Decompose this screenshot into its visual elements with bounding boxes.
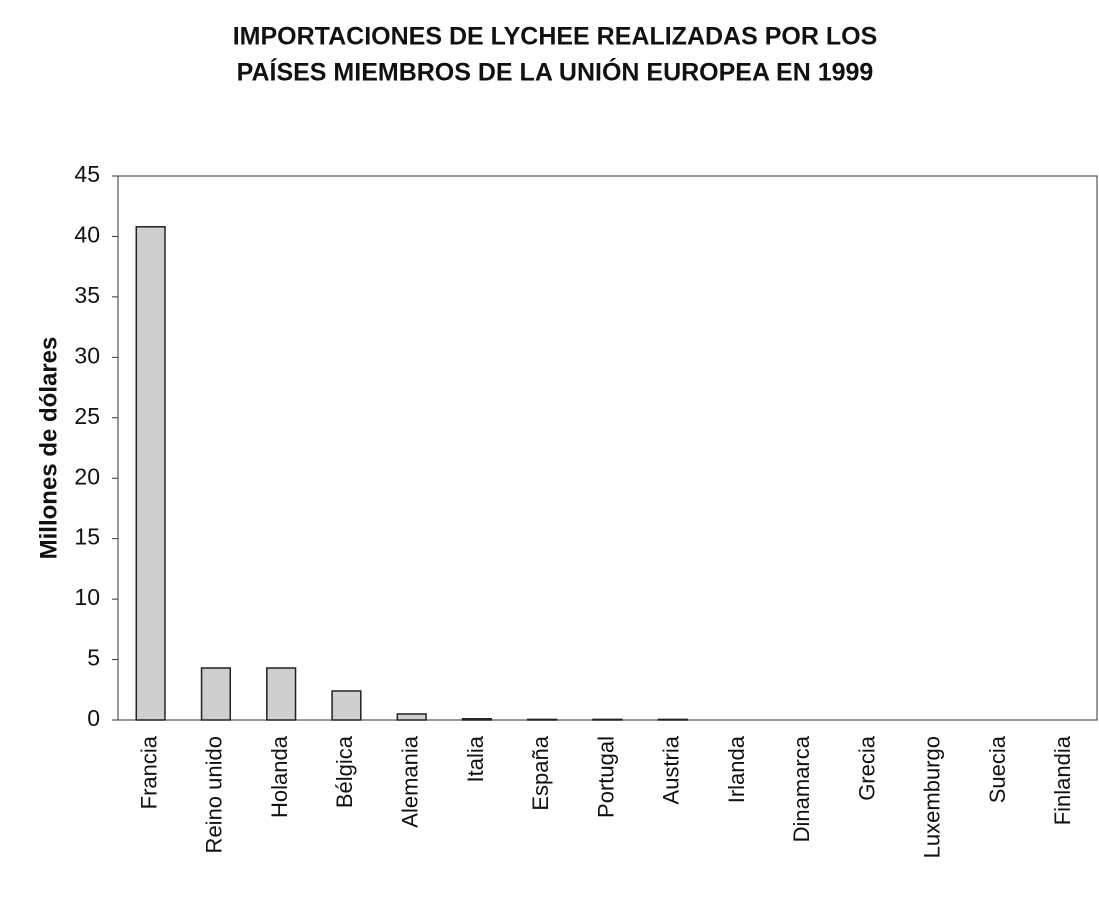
x-tick-label: Suecia bbox=[985, 735, 1010, 803]
x-tick-label: Luxemburgo bbox=[920, 736, 945, 858]
bar bbox=[331, 690, 362, 721]
y-axis-label: Millones de dólares bbox=[35, 337, 62, 560]
x-tick-label: Italia bbox=[463, 735, 488, 782]
x-tick-label: Alemania bbox=[398, 735, 423, 827]
bar bbox=[527, 718, 558, 721]
x-tick-label: Austria bbox=[659, 735, 684, 804]
bar bbox=[657, 718, 688, 721]
y-tick-label: 40 bbox=[74, 222, 100, 248]
x-tick-label: Portugal bbox=[593, 736, 618, 818]
bar bbox=[592, 718, 623, 721]
x-tick-label: Francia bbox=[136, 735, 161, 809]
chart-title: PAÍSES MIEMBROS DE LA UNIÓN EUROPEA EN 1… bbox=[237, 57, 874, 87]
x-tick-label: Reino unido bbox=[202, 736, 227, 853]
x-tick-label: Bélgica bbox=[332, 735, 357, 808]
x-tick-label: Finlandia bbox=[1050, 735, 1075, 825]
plot-frame bbox=[117, 175, 1098, 721]
chart-title: IMPORTACIONES DE LYCHEE REALIZADAS POR L… bbox=[233, 23, 878, 51]
x-tick-label: Dinamarca bbox=[789, 735, 814, 842]
bar bbox=[461, 718, 493, 721]
y-tick-label: 30 bbox=[74, 342, 100, 368]
y-tick-label: 45 bbox=[74, 161, 100, 187]
bar bbox=[200, 667, 232, 721]
x-tick-label: Irlanda bbox=[724, 735, 749, 803]
y-tick-label: 20 bbox=[74, 463, 100, 489]
y-tick-label: 15 bbox=[74, 524, 100, 550]
x-tick-label: España bbox=[528, 735, 553, 810]
y-tick-label: 5 bbox=[87, 645, 100, 671]
y-tick-label: 25 bbox=[74, 403, 100, 429]
y-tick-label: 10 bbox=[74, 584, 100, 610]
bar bbox=[135, 226, 166, 721]
y-tick-label: 35 bbox=[74, 282, 100, 308]
y-tick-label: 0 bbox=[87, 705, 100, 731]
bar bbox=[266, 667, 297, 721]
x-tick-label: Holanda bbox=[267, 735, 292, 818]
bar bbox=[396, 713, 427, 721]
x-tick-label: Grecia bbox=[854, 735, 879, 801]
